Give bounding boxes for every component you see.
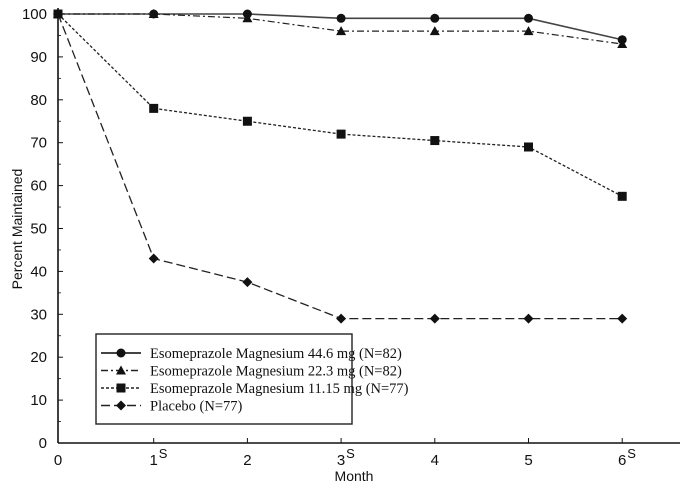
data-point-triangle: [148, 9, 159, 18]
y-tick-label: 70: [30, 135, 47, 152]
legend-label: Esomeprazole Magnesium 11.15 mg (N=77): [150, 381, 409, 397]
x-tick-superscript: S: [346, 446, 355, 461]
data-point-diamond: [53, 9, 63, 19]
legend-item: Esomeprazole Magnesium 22.3 mg (N=82): [101, 364, 402, 380]
x-tick-label: 3: [337, 452, 345, 469]
y-tick-label: 60: [30, 178, 47, 195]
data-point-diamond: [523, 313, 534, 324]
data-point-diamond: [336, 313, 347, 324]
y-tick-label: 10: [30, 392, 47, 409]
legend: Esomeprazole Magnesium 44.6 mg (N=82) Eso…: [95, 333, 409, 425]
data-point-circle: [336, 13, 346, 23]
data-point-triangle: [617, 39, 628, 49]
data-point-diamond: [148, 253, 159, 264]
legend-marker-triangle: [116, 365, 126, 375]
data-point-circle: [524, 13, 533, 23]
series-layer: [53, 9, 628, 324]
axes: [57, 8, 680, 444]
x-tick-label: 6: [618, 452, 626, 469]
data-point-square: [336, 129, 346, 139]
series-line: [57, 13, 623, 197]
data-point-diamond: [617, 313, 628, 324]
x-tick-label: 0: [54, 452, 62, 469]
data-point-triangle: [429, 26, 440, 36]
legend-marker-square: [116, 383, 126, 393]
series-diamond: [53, 9, 628, 324]
legend-item: Esomeprazole Magnesium 44.6 mg (N=82): [101, 346, 402, 362]
x-tick-label: 5: [524, 452, 532, 469]
y-tick-label: 40: [30, 263, 47, 280]
data-point-triangle: [242, 13, 253, 23]
data-point-square: [430, 136, 440, 146]
legend-label: Placebo (N=77): [150, 399, 243, 415]
legend-box: [95, 333, 353, 425]
legend-item: Placebo (N=77): [101, 399, 243, 415]
y-ticks: 0 10 20 30 40 50 60 70 80 90 100: [22, 6, 63, 452]
legend-label: Esomeprazole Magnesium 44.6 mg (N=82): [150, 346, 402, 362]
data-point-triangle: [336, 26, 347, 36]
data-point-square: [149, 103, 159, 113]
y-tick-label: 90: [30, 49, 47, 66]
data-point-triangle: [523, 26, 534, 36]
x-tick-label: 1: [150, 452, 158, 469]
series-line: [57, 13, 623, 320]
x-tick-superscript: S: [159, 446, 168, 461]
x-tick-label: 2: [243, 452, 251, 469]
data-point-square: [617, 191, 627, 201]
series-square: [53, 9, 627, 201]
legend-marker-diamond: [116, 400, 126, 411]
y-tick-label: 50: [30, 221, 47, 238]
legend-label: Esomeprazole Magnesium 22.3 mg (N=82): [150, 364, 402, 380]
x-tick-label: 4: [431, 452, 439, 469]
y-tick-label: 30: [30, 306, 47, 323]
y-tick-label: 100: [22, 6, 47, 23]
data-point-circle: [430, 13, 440, 23]
data-point-square: [242, 116, 252, 126]
data-point-diamond: [242, 277, 253, 288]
x-tick-superscript: S: [627, 446, 636, 461]
data-point-square: [524, 142, 533, 152]
legend-marker-circle: [116, 348, 126, 358]
data-point-diamond: [429, 313, 440, 324]
y-axis-title: Percent Maintained: [9, 169, 25, 290]
x-axis-title: Month: [335, 468, 374, 484]
legend-item: Esomeprazole Magnesium 11.15 mg (N=77): [101, 381, 409, 397]
y-tick-label: 0: [39, 435, 47, 452]
series-circle: [53, 9, 627, 45]
y-tick-label: 20: [30, 349, 47, 366]
y-tick-label: 80: [30, 92, 47, 109]
